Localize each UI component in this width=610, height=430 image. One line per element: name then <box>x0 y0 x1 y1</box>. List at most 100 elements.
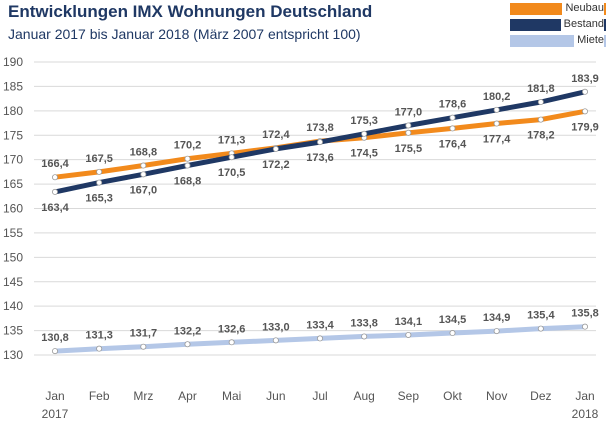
data-label-miete: 133,8 <box>350 317 378 329</box>
x-tick-label: Nov <box>486 389 507 403</box>
data-label-miete: 131,3 <box>85 330 113 342</box>
data-label-bestand: 181,8 <box>527 83 555 95</box>
data-point-miete <box>184 341 191 348</box>
data-label-miete: 135,8 <box>571 308 599 320</box>
data-point-bestand <box>316 139 323 146</box>
x-tick-label: Aug <box>353 389 374 403</box>
x-tick-label: Jan <box>575 389 594 403</box>
y-tick-label: 130 <box>3 348 23 362</box>
data-label-neubau: 171,3 <box>218 134 246 146</box>
legend: Neubau Bestand Miete <box>510 0 606 48</box>
data-point-miete <box>449 330 456 337</box>
data-point-bestand <box>272 145 279 152</box>
y-tick-label: 150 <box>3 250 23 264</box>
data-label-neubau: 176,4 <box>439 138 467 150</box>
data-label-miete: 134,1 <box>395 316 423 328</box>
data-point-miete <box>52 348 59 355</box>
data-point-bestand <box>493 106 500 113</box>
legend-item-bestand: Bestand <box>510 17 606 32</box>
data-point-bestand <box>361 130 368 137</box>
data-point-miete <box>316 335 323 342</box>
data-label-miete: 132,2 <box>174 325 202 337</box>
chart-title: Entwicklungen IMX Wohnungen Deutschland <box>8 2 373 21</box>
data-point-miete <box>582 323 589 330</box>
data-label-miete: 130,8 <box>41 332 69 344</box>
data-label-neubau: 166,4 <box>41 158 69 170</box>
legend-label-bestand: Bestand <box>560 17 604 32</box>
x-tick-label-year: 2018 <box>572 407 599 421</box>
data-label-neubau: 173,8 <box>306 122 334 134</box>
data-point-bestand <box>184 162 191 169</box>
data-point-bestand <box>582 88 589 95</box>
data-label-miete: 132,6 <box>218 323 246 335</box>
data-label-bestand: 180,2 <box>483 91 511 103</box>
data-label-neubau: 174,5 <box>350 148 378 160</box>
data-label-bestand: 167,0 <box>130 184 158 196</box>
data-point-bestand <box>140 171 147 178</box>
data-point-miete <box>228 339 235 346</box>
data-label-neubau: 167,5 <box>85 153 113 165</box>
data-label-neubau: 179,9 <box>571 121 599 133</box>
x-tick-label: Dez <box>530 389 551 403</box>
data-label-neubau: 170,2 <box>174 140 202 152</box>
data-point-neubau <box>449 125 456 132</box>
data-label-bestand: 183,9 <box>571 73 599 85</box>
data-point-neubau <box>582 108 589 115</box>
data-point-miete <box>493 328 500 335</box>
data-label-miete: 134,9 <box>483 312 511 324</box>
data-point-neubau <box>52 174 59 181</box>
data-point-neubau <box>96 168 103 175</box>
data-label-miete: 131,7 <box>130 328 158 340</box>
data-point-bestand <box>52 188 59 195</box>
data-point-bestand <box>96 179 103 186</box>
data-label-bestand: 178,6 <box>439 99 467 111</box>
data-label-neubau: 172,4 <box>262 129 290 141</box>
data-label-bestand: 163,4 <box>41 202 69 214</box>
data-point-neubau <box>140 162 147 169</box>
y-tick-label: 185 <box>3 79 23 93</box>
y-tick-label: 165 <box>3 177 23 191</box>
x-tick-label: Mai <box>222 389 241 403</box>
y-tick-label: 175 <box>3 128 23 142</box>
data-point-miete <box>361 333 368 340</box>
data-point-bestand <box>449 114 456 121</box>
legend-label-miete: Miete <box>574 33 604 48</box>
legend-item-neubau: Neubau <box>510 1 606 16</box>
x-tick-label: Sep <box>398 389 420 403</box>
data-point-miete <box>140 343 147 350</box>
y-tick-label: 145 <box>3 275 23 289</box>
legend-label-neubau: Neubau <box>562 1 604 16</box>
data-point-neubau <box>493 120 500 127</box>
x-tick-label: Feb <box>89 389 110 403</box>
x-tick-label-year: 2017 <box>42 407 69 421</box>
y-tick-label: 155 <box>3 226 23 240</box>
data-label-miete: 133,4 <box>306 319 334 331</box>
data-label-bestand: 168,8 <box>174 176 202 188</box>
data-label-bestand: 173,6 <box>306 152 334 164</box>
data-label-neubau: 175,5 <box>395 143 423 155</box>
data-label-neubau: 168,8 <box>130 147 158 159</box>
y-tick-label: 170 <box>3 153 23 167</box>
y-tick-label: 135 <box>3 324 23 338</box>
data-label-neubau: 177,4 <box>483 134 511 146</box>
x-tick-label: Jun <box>266 389 285 403</box>
data-label-miete: 134,5 <box>439 314 467 326</box>
data-label-bestand: 170,5 <box>218 167 246 179</box>
x-tick-label: Jan <box>45 389 64 403</box>
y-tick-label: 140 <box>3 299 23 313</box>
data-label-bestand: 175,3 <box>350 115 378 127</box>
data-label-bestand: 165,3 <box>85 193 113 205</box>
x-tick-label: Okt <box>443 389 462 403</box>
data-label-miete: 135,4 <box>527 310 555 322</box>
data-point-miete <box>272 337 279 344</box>
data-point-neubau <box>405 129 412 136</box>
y-tick-label: 160 <box>3 202 23 216</box>
data-point-bestand <box>405 122 412 129</box>
data-point-miete <box>537 325 544 332</box>
x-tick-label: Jul <box>312 389 327 403</box>
x-tick-label: Apr <box>178 389 197 403</box>
y-tick-label: 180 <box>3 104 23 118</box>
data-point-miete <box>96 345 103 352</box>
data-label-miete: 133,0 <box>262 321 290 333</box>
chart-subtitle: Januar 2017 bis Januar 2018 (März 2007 e… <box>8 26 361 42</box>
